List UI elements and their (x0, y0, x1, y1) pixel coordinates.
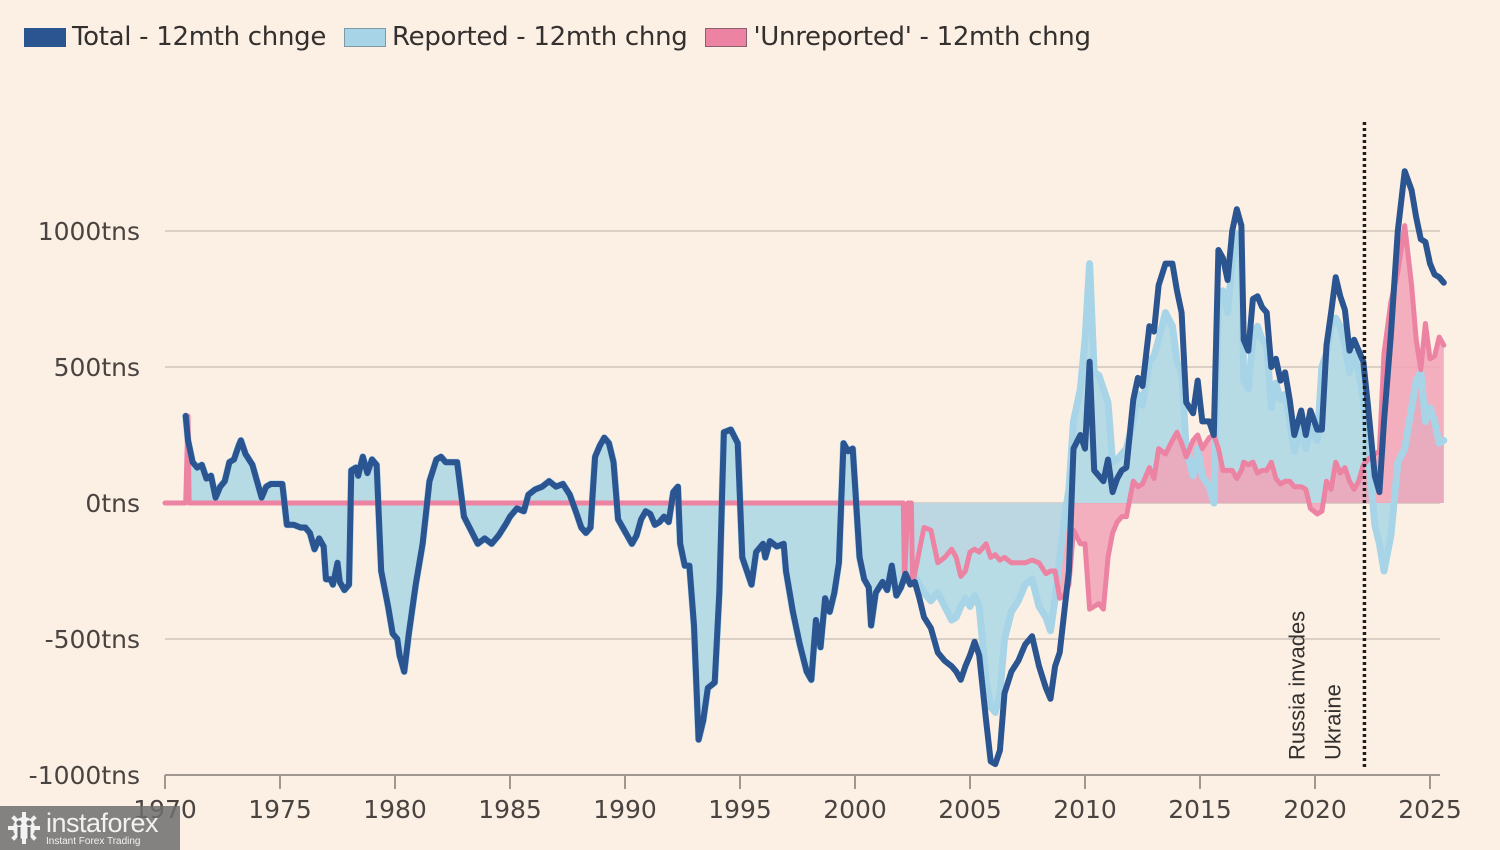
y-axis: 1000tns 500tns 0tns -500tns -1000tns (29, 217, 140, 790)
legend-item-unreported: 'Unreported' - 12mth chng (705, 22, 1091, 52)
instaforex-logo-icon (8, 812, 40, 844)
x-tick-label: 1995 (708, 795, 772, 824)
series-lines (162, 168, 1448, 768)
annotation-label-line1: Russia invades (1284, 611, 1309, 760)
legend-label-unreported: 'Unreported' - 12mth chng (753, 22, 1091, 52)
y-tick-label: 0tns (85, 489, 140, 518)
annotation-label-line2: Ukraine (1320, 684, 1345, 760)
annotations: Russia invades Ukraine (1284, 122, 1367, 770)
y-tick-label: 500tns (54, 353, 140, 382)
x-tick-label: 2000 (823, 795, 887, 824)
reported-area-overlay (910, 489, 1069, 713)
watermark-brand: instaforex (46, 807, 159, 838)
x-tick-label: 2015 (1168, 795, 1232, 824)
legend-item-reported: Reported - 12mth chng (344, 22, 688, 52)
x-tick-label: 2020 (1283, 795, 1347, 824)
y-tick-label: -1000tns (29, 761, 140, 790)
legend-label-reported: Reported - 12mth chng (392, 22, 688, 52)
x-tick-label: 1990 (593, 795, 657, 824)
watermark-tagline: Instant Forex Trading (46, 835, 141, 847)
unreported-area (165, 225, 1444, 610)
watermark: instaforex Instant Forex Trading (0, 806, 180, 850)
unreported-line (162, 223, 1447, 612)
x-tick-label: 1980 (363, 795, 427, 824)
series-areas (165, 225, 1444, 740)
legend-swatch-reported (344, 27, 387, 47)
total-line (182, 168, 1447, 768)
legend-item-total: Total - 12mth chnge (24, 22, 326, 52)
x-tick-label: 2010 (1053, 795, 1117, 824)
x-tick-label: 1985 (478, 795, 542, 824)
legend-swatch-unreported (705, 27, 748, 47)
y-tick-label: -500tns (45, 625, 140, 654)
chart-legend: Total - 12mth chnge Reported - 12mth chn… (24, 20, 1109, 54)
x-tick-label: 1975 (248, 795, 312, 824)
legend-label-total: Total - 12mth chnge (72, 22, 327, 52)
x-tick-label: 2025 (1398, 795, 1462, 824)
legend-swatch-total (24, 27, 66, 47)
y-tick-label: 1000tns (38, 217, 140, 246)
x-tick-label: 2005 (938, 795, 1002, 824)
x-axis: 1970197519801985199019952000200520102015… (133, 774, 1462, 824)
